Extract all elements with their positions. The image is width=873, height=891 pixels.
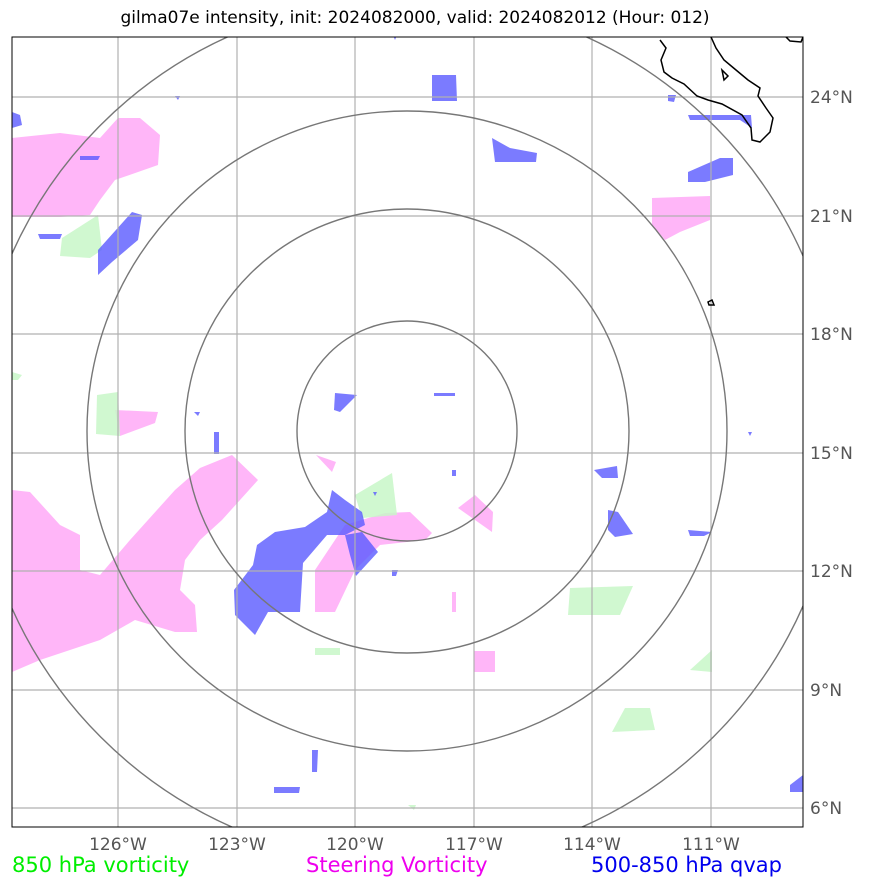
- qvap-region: [274, 787, 300, 793]
- qvap-region: [194, 412, 200, 416]
- vort850-region: [355, 473, 397, 518]
- lat-tick-label: 18°N: [810, 325, 853, 345]
- qvap-region: [790, 775, 803, 792]
- lon-tick-label: 117°W: [445, 835, 503, 855]
- qvap-region: [214, 432, 219, 454]
- qvap-region: [345, 532, 378, 576]
- qvap-region: [688, 115, 752, 128]
- lat-tick-label: 21°N: [810, 207, 853, 227]
- vort850-region: [690, 650, 712, 672]
- qvap-region: [492, 138, 537, 162]
- lon-tick-label: 126°W: [89, 835, 147, 855]
- qvap-region: [98, 212, 142, 275]
- qvap-region: [748, 432, 752, 436]
- legend-steering-vorticity: Steering Vorticity: [306, 853, 488, 877]
- lat-tick-label: 9°N: [810, 681, 842, 701]
- lon-tick-labels: 126°W 123°W 120°W 117°W 114°W 111°W: [89, 835, 740, 855]
- range-rings: [12, 37, 803, 827]
- qvap-region: [38, 234, 62, 239]
- vort850-region: [60, 215, 102, 258]
- qvap-region: [608, 510, 633, 537]
- lat-tick-label: 24°N: [810, 88, 853, 108]
- vort850-region: [612, 708, 655, 732]
- lat-tick-labels: 6°N 9°N 12°N 15°N 18°N 21°N 24°N: [810, 88, 853, 819]
- lon-tick-label: 123°W: [208, 835, 266, 855]
- qvap-region: [434, 393, 455, 396]
- qvap-region: [234, 490, 365, 635]
- steering-vorticity-region: [458, 495, 493, 532]
- vort850-layer: [12, 215, 712, 810]
- qvap-region: [12, 112, 22, 128]
- qvap-region: [432, 75, 457, 101]
- vort850-region: [315, 648, 340, 655]
- steering-vorticity-layer: [12, 118, 710, 672]
- vort850-region: [12, 372, 22, 380]
- lat-tick-label: 12°N: [810, 562, 853, 582]
- lon-tick-label: 114°W: [563, 835, 621, 855]
- lon-tick-label: 111°W: [682, 835, 740, 855]
- legend-vort850: 850 hPa vorticity: [12, 853, 190, 877]
- vort850-region: [96, 392, 120, 436]
- qvap-region: [80, 156, 100, 160]
- steering-vorticity-region: [652, 196, 710, 240]
- steering-vorticity-region: [12, 455, 258, 672]
- range-ring: [296, 320, 518, 542]
- qvap-region: [373, 492, 377, 496]
- steering-vorticity-region: [452, 592, 456, 612]
- legend-qvap: 500-850 hPa qvap: [591, 853, 782, 877]
- graticule: [12, 37, 803, 827]
- qvap-region: [452, 470, 456, 476]
- steering-vorticity-region: [315, 512, 432, 612]
- qvap-region: [688, 530, 712, 536]
- qvap-region: [393, 37, 397, 40]
- qvap-region: [334, 393, 357, 412]
- map-frame: [11, 36, 804, 828]
- vort850-region: [568, 586, 633, 615]
- lat-tick-label: 6°N: [810, 799, 842, 819]
- map-title: gilma07e intensity, init: 2024082000, va…: [120, 8, 710, 28]
- lon-tick-label: 120°W: [326, 835, 384, 855]
- range-ring: [184, 208, 630, 654]
- steering-vorticity-region: [474, 651, 495, 672]
- qvap-region: [312, 750, 318, 772]
- qvap-region: [594, 466, 618, 478]
- steering-vorticity-region: [316, 455, 336, 472]
- steering-vorticity-region: [12, 118, 160, 217]
- qvap-region: [668, 95, 676, 102]
- range-ring: [86, 110, 728, 752]
- lat-tick-label: 15°N: [810, 444, 853, 464]
- coastline: [659, 37, 803, 306]
- qvap-layer: [12, 37, 803, 793]
- steering-vorticity-region: [115, 410, 158, 436]
